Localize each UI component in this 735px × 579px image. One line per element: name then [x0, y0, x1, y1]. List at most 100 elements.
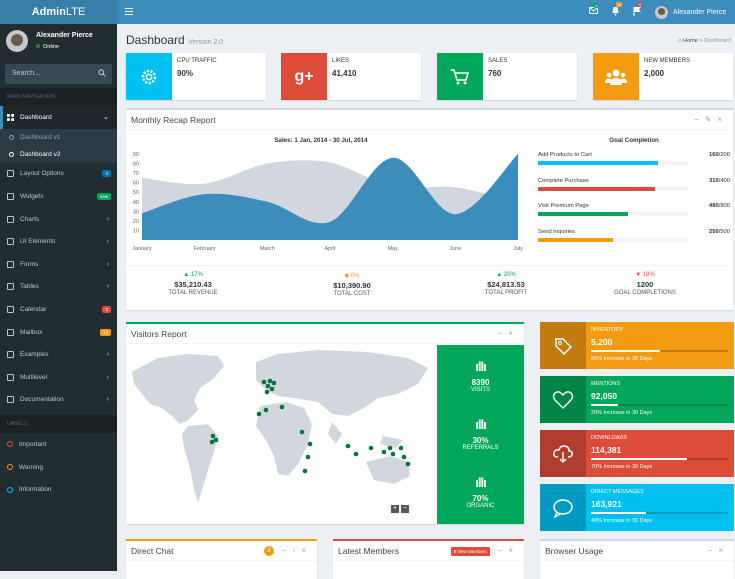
sidebar-item-dashboard[interactable]: Dashboard ⌄	[0, 106, 117, 129]
dashboard-icon	[7, 113, 14, 121]
map-zoom-out-button[interactable]: −	[401, 505, 409, 513]
info-box-number: 5,200	[591, 337, 613, 347]
sidebar-item-multilevel[interactable]: Multilevel ‹	[0, 366, 117, 389]
circle-icon	[7, 464, 13, 471]
visits-stat: ıllı 8390 VISITS	[437, 359, 524, 393]
box-title-text: Monthly Recap Report	[131, 115, 216, 125]
sidebar-item-dashboard-v1[interactable]: Dashboard v1	[0, 129, 117, 146]
description-value: $35,210.43	[174, 280, 212, 289]
sidebar-item-dashboard-v2[interactable]: Dashboard v2	[0, 146, 117, 163]
sidebar-item-label: Dashboard v1	[20, 133, 61, 141]
search-icon[interactable]	[98, 69, 106, 77]
x-tick-label: January	[132, 246, 152, 252]
stat-label: REFERRALS	[462, 445, 499, 451]
description-percentage: ▲ 20%	[496, 272, 516, 278]
brand-logo[interactable]: AdminLTE	[0, 0, 117, 24]
sidebar-item-forms[interactable]: Forms ‹	[0, 253, 117, 276]
sidebar-item-ui-elements[interactable]: UI Elements ‹	[0, 230, 117, 253]
description-percentage: ▼ 18%	[635, 272, 655, 278]
info-box-likes: g+ LIKES 41,410	[281, 53, 421, 100]
close-button[interactable]: ×	[718, 546, 729, 555]
progress-fill	[591, 404, 619, 406]
sidebar-item-mailbox[interactable]: Mailbox 12	[0, 321, 117, 344]
info-box-number: 163,921	[591, 499, 622, 509]
sidebar-label-warning[interactable]: Warning	[0, 456, 117, 479]
info-box-title: MENTIONS	[591, 381, 621, 387]
collapse-button[interactable]: −	[497, 329, 509, 338]
progress-description: 20% Increase in 30 Days	[591, 410, 653, 416]
box-tools: −×	[498, 541, 519, 561]
info-box-sales: SALES 760	[437, 53, 577, 100]
stat-value: 30%	[472, 436, 489, 445]
user-status-label: Online	[43, 44, 59, 50]
collapse-button[interactable]: −	[281, 546, 293, 555]
collapse-button[interactable]: −	[497, 546, 509, 555]
progress-description: 50% Increase in 30 Days	[591, 356, 653, 362]
close-button[interactable]: ×	[301, 546, 312, 555]
browser-usage-box: Browser Usage −×	[540, 539, 734, 579]
close-button[interactable]: ×	[717, 115, 728, 124]
bar-chart-icon: ıllı	[475, 417, 486, 432]
chat-bubble-icon	[540, 484, 586, 531]
laptop-icon	[7, 238, 14, 246]
sidebar-item-tables[interactable]: Tables ‹	[0, 276, 117, 299]
page-title-text: Dashboard	[126, 33, 185, 47]
gear-icon	[126, 53, 172, 100]
sidebar-item-label: Examples	[20, 351, 49, 359]
sidebar-toggle-button[interactable]	[125, 8, 133, 15]
collapse-button[interactable]: −	[707, 546, 719, 555]
collapse-button[interactable]: −	[693, 115, 705, 124]
tasks-count-badge: 9	[638, 2, 643, 7]
user-status[interactable]: Online	[36, 44, 59, 50]
progress-fill	[591, 512, 646, 514]
organic-stat: ıllı 70% ORGANIC	[437, 475, 524, 509]
visitor-markers	[209, 378, 411, 474]
sidebar-item-widgets[interactable]: Widgets new	[0, 185, 117, 208]
box-title: Visitors Report −×	[126, 324, 524, 344]
new-members-badge: 8 New Members	[451, 547, 490, 556]
sidebar-badge: 12	[99, 328, 111, 336]
comments-icon[interactable]: ▫	[292, 546, 302, 555]
messages-button[interactable]: 4	[589, 3, 599, 16]
sidebar-item-examples[interactable]: Examples ‹	[0, 343, 117, 366]
progress-bar	[591, 404, 728, 406]
close-button[interactable]: ×	[508, 546, 519, 555]
goal-progress-bar	[538, 186, 688, 191]
sidebar-label-information[interactable]: Information	[0, 478, 117, 501]
x-tick-label: February	[194, 246, 216, 252]
google-plus-icon: g+	[281, 53, 327, 100]
sidebar-item-calendar[interactable]: Calendar 3	[0, 298, 117, 321]
sidebar-item-charts[interactable]: Charts ‹	[0, 208, 117, 231]
map-zoom-in-button[interactable]: +	[391, 505, 399, 513]
sales-area-chart: 10 20 30 40 50 60 70 80 90 January February March Ap…	[132, 152, 523, 252]
notifications-button[interactable]: 10	[611, 2, 623, 16]
sidebar-item-label: Warning	[19, 463, 43, 471]
breadcrumb-home[interactable]: Home	[683, 38, 698, 44]
user-menu-name: Alexander Pierce	[673, 8, 727, 16]
box-title-text: Visitors Report	[131, 329, 187, 339]
wrench-icon[interactable]: ✎	[704, 115, 718, 124]
search-input[interactable]: Search...	[5, 64, 112, 84]
world-map[interactable]	[128, 344, 433, 519]
stat-label: ORGANIC	[466, 503, 495, 509]
x-tick-label: May	[387, 246, 398, 252]
sidebar-item-label: Documentation	[20, 396, 64, 404]
goal-progress-fill	[538, 161, 658, 165]
sidebar-item-label: Dashboard v2	[20, 150, 61, 158]
bar-chart-icon: ıllı	[475, 359, 486, 374]
description-label: TOTAL REVENUE	[168, 290, 218, 296]
sidebar-label-important[interactable]: Important	[0, 433, 117, 456]
close-button[interactable]: ×	[508, 329, 519, 338]
user-menu[interactable]: Alexander Pierce	[655, 4, 726, 20]
area-series-2	[142, 154, 518, 240]
tasks-button[interactable]: 9	[633, 2, 643, 16]
goal-label: Add Products to Cart	[538, 152, 592, 158]
sidebar-item-label: Mailbox	[20, 328, 43, 336]
goal-label: Send Inquiries	[538, 228, 576, 235]
y-tick-label: 50	[133, 190, 139, 196]
description-block: ▲ 17% $35,210.43 TOTAL REVENUE	[143, 272, 243, 296]
sidebar-item-label: Widgets	[20, 192, 44, 200]
sidebar-item-layout-options[interactable]: Layout Options 4	[0, 163, 117, 186]
sidebar-item-documentation[interactable]: Documentation ‹	[0, 389, 117, 412]
y-tick-label: 60	[133, 181, 139, 187]
